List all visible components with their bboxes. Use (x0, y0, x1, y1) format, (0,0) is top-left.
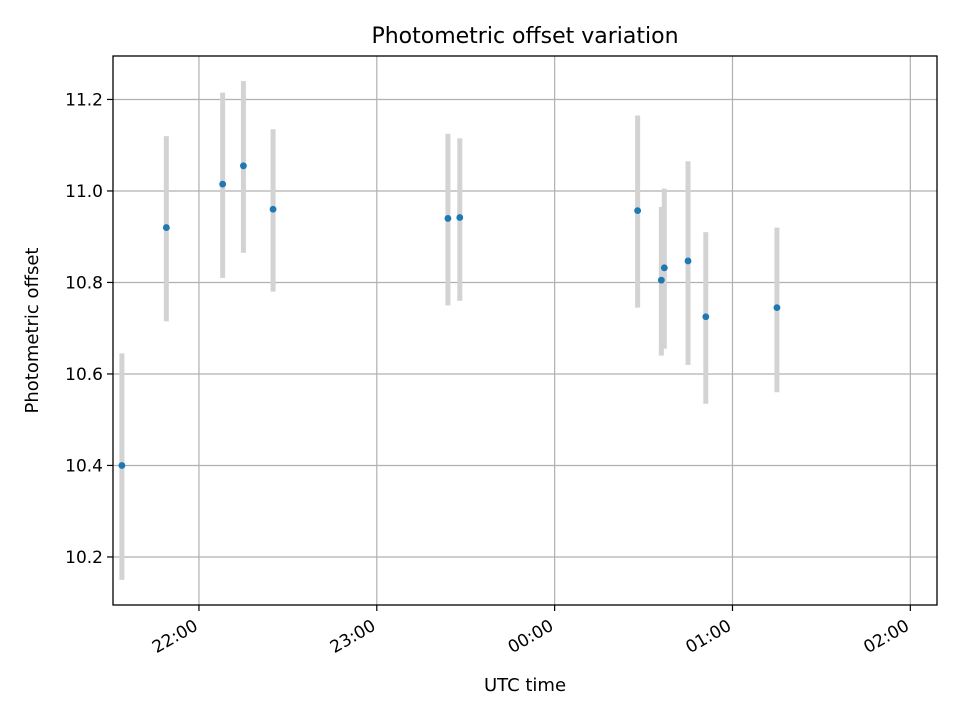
data-point (444, 215, 452, 222)
y-tick-label: 10.4 (65, 456, 103, 476)
y-tick-label: 10.6 (65, 365, 103, 385)
chart-title: Photometric offset variation (371, 24, 678, 49)
y-tick-label: 10.8 (65, 273, 103, 293)
grid (113, 56, 937, 605)
data-point (219, 180, 227, 188)
x-tick-label: 02:00 (860, 616, 912, 658)
data-point (162, 224, 170, 231)
y-tick-label: 11.0 (65, 182, 103, 202)
y-axis-ticks: 10.2 10.4 10.6 10.8 11.0 11.2 (65, 90, 113, 568)
data-point (269, 205, 277, 213)
data-point (634, 207, 642, 215)
plot-frame (112, 55, 938, 606)
data-point (118, 462, 126, 469)
y-tick-label: 11.2 (65, 90, 103, 110)
x-tick-label: 00:00 (505, 616, 557, 658)
y-axis-label: Photometric offset (22, 248, 43, 414)
x-axis-label: UTC time (484, 675, 566, 696)
x-tick-label: 23:00 (327, 616, 379, 658)
data-point (657, 276, 665, 284)
y-tick-label: 10.2 (65, 548, 103, 568)
data-point (660, 264, 668, 272)
error-bars (119, 81, 780, 580)
x-axis-ticks: 22:00 23:00 00:00 01:00 02:00 (149, 605, 913, 658)
x-tick-label: 01:00 (683, 616, 735, 658)
data-point (456, 214, 464, 221)
data-points (118, 162, 781, 469)
data-point (684, 257, 692, 265)
data-point (240, 162, 247, 170)
x-tick-label: 22:00 (149, 616, 201, 658)
data-point (773, 304, 781, 312)
data-point (702, 313, 710, 321)
